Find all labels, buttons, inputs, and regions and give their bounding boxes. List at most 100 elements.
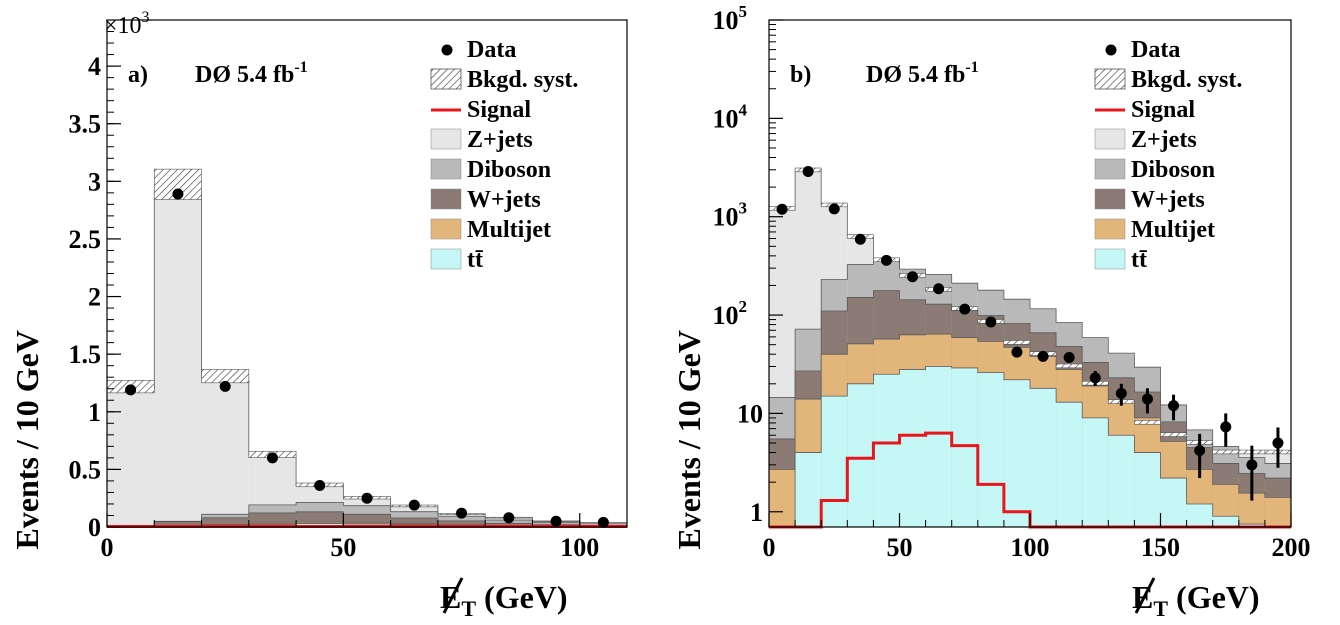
legend-entry-data: Data — [1105, 37, 1180, 63]
bar-ttbar-6 — [925, 366, 952, 527]
legend-ttbar-swatch — [430, 248, 462, 270]
x-axis-label-a: ET (GeV) — [440, 577, 568, 621]
legend-entry-data: Data — [441, 37, 516, 63]
y-multiplier-a: ×103 — [104, 9, 150, 39]
legend-syst-label: Bkgd. syst. — [467, 67, 578, 93]
legend-entry-wjets: W+jets — [1094, 187, 1205, 213]
data-point-6 — [933, 283, 945, 295]
syst-band-2 — [201, 369, 250, 384]
chart-panel-a: 0 50 100 0 0.5 1 1.5 2 2.5 3 3.5 4 Data Bkgd. syst. S… — [9, 9, 628, 621]
bar-ttbar-15 — [1160, 478, 1187, 527]
legend-data-label: Data — [467, 37, 516, 63]
legend-zjets-swatch — [430, 128, 462, 150]
syst-band-14 — [1134, 420, 1161, 425]
x-tick-label-2: 100 — [560, 533, 599, 562]
y-tick-label-3: 103 — [713, 199, 748, 232]
data-point-8 — [985, 316, 997, 328]
bar-zjets-0 — [107, 388, 155, 527]
bar-ttbar-9 — [1003, 379, 1030, 527]
bar-ttbar-8 — [977, 372, 1004, 527]
data-point-5 — [361, 492, 373, 504]
bar-ttbar-12 — [1082, 417, 1109, 527]
bar-wjets-1 — [154, 521, 202, 527]
legend-syst-swatch — [1094, 68, 1126, 90]
bar-wjets-6 — [390, 518, 438, 527]
bar-ttbar-2 — [821, 396, 848, 527]
syst-band-17 — [1212, 449, 1240, 455]
legend-wjets-swatch — [1094, 188, 1126, 210]
data-point-7 — [456, 507, 468, 519]
legend-diboson-swatch — [1094, 158, 1126, 180]
y-tick-label-3: 1.5 — [69, 340, 102, 369]
y-axis-label-b: Events / 10 GeV — [671, 330, 707, 550]
y-tick-label-1: 10 — [737, 399, 763, 428]
legend-data-marker — [441, 44, 453, 56]
y-tick-label-8: 4 — [88, 52, 101, 81]
legend-syst-label: Bkgd. syst. — [1131, 67, 1242, 93]
bar-ttbar-10 — [1030, 388, 1057, 527]
data-point-5 — [907, 271, 919, 283]
y-tick-label-0: 1 — [750, 498, 763, 527]
legend-ttbar-label: tt̄ — [467, 247, 483, 273]
outline-wjets — [107, 511, 628, 528]
bar-ttbar-13 — [1108, 435, 1135, 527]
bar-zjets-1 — [154, 189, 202, 527]
data-point-7 — [959, 303, 971, 315]
bar-zjets-2 — [201, 378, 249, 527]
outline-ttbar — [769, 366, 1291, 528]
data-point-0 — [125, 384, 137, 396]
data-point-16 — [1194, 444, 1206, 456]
panel-label-b: b) — [790, 62, 811, 88]
y-tick-label-1: 0.5 — [69, 455, 102, 484]
bar-ttbar-5 — [899, 369, 926, 527]
outline-diboson — [106, 502, 628, 528]
legend-zjets-label: Z+jets — [1131, 127, 1197, 153]
legend-multijet-label: Multijet — [467, 217, 551, 243]
legend-entry-zjets: Z+jets — [430, 127, 533, 153]
y-tick-label-7: 3.5 — [69, 110, 102, 139]
legend-diboson-label: Diboson — [467, 157, 551, 183]
legend-entry-zjets: Z+jets — [1094, 127, 1197, 153]
legend-ttbar-swatch — [1094, 248, 1126, 270]
data-point-9 — [550, 515, 562, 527]
y-tick-label-4: 2 — [88, 283, 101, 312]
syst-band-9 — [1003, 340, 1031, 345]
y-tick-label-5: 2.5 — [69, 225, 102, 254]
legend-entry-wjets: W+jets — [430, 187, 541, 213]
svg-text:ET (GeV): ET (GeV) — [1132, 579, 1260, 621]
legend-multijet-swatch — [430, 218, 462, 240]
data-point-10 — [597, 516, 609, 528]
legend-diboson-swatch — [430, 158, 462, 180]
legend-data-marker — [1105, 44, 1117, 56]
legend-entry-diboson: Diboson — [430, 157, 551, 183]
y-tick-label-4: 104 — [713, 100, 748, 133]
data-point-2 — [828, 203, 840, 215]
y-tick-label-6: 3 — [88, 167, 101, 196]
legend-multijet-swatch — [1094, 218, 1126, 240]
legend-data-label: Data — [1131, 37, 1180, 63]
legend-multijet-label: Multijet — [1131, 217, 1215, 243]
data-point-10 — [1037, 350, 1049, 362]
legend-zjets-swatch — [1094, 128, 1126, 150]
data-point-4 — [880, 254, 892, 266]
x-tick-label-4: 200 — [1272, 533, 1311, 562]
legend-entry-ttbar: tt̄ — [430, 247, 483, 273]
data-point-1 — [172, 188, 184, 200]
data-point-13 — [1115, 387, 1127, 399]
bar-multijet-19 — [1264, 497, 1291, 527]
data-point-2 — [219, 380, 231, 392]
experiment-label-a: DØ 5.4 fb-1 — [195, 59, 308, 88]
legend-signal-label: Signal — [1131, 97, 1195, 123]
bar-multijet-0 — [769, 469, 796, 527]
bar-wjets-7 — [437, 520, 486, 527]
syst-band-11 — [1055, 363, 1083, 369]
y-tick-label-2: 102 — [713, 297, 748, 330]
y-tick-label-0: 0 — [88, 513, 101, 542]
outline-diboson — [768, 257, 1292, 527]
legend-entry-syst: Bkgd. syst. — [430, 67, 578, 93]
data-point-8 — [503, 512, 515, 524]
x-tick-label-3: 150 — [1141, 533, 1180, 562]
bar-ttbar-11 — [1056, 402, 1083, 527]
legend-entry-ttbar: tt̄ — [1094, 247, 1147, 273]
